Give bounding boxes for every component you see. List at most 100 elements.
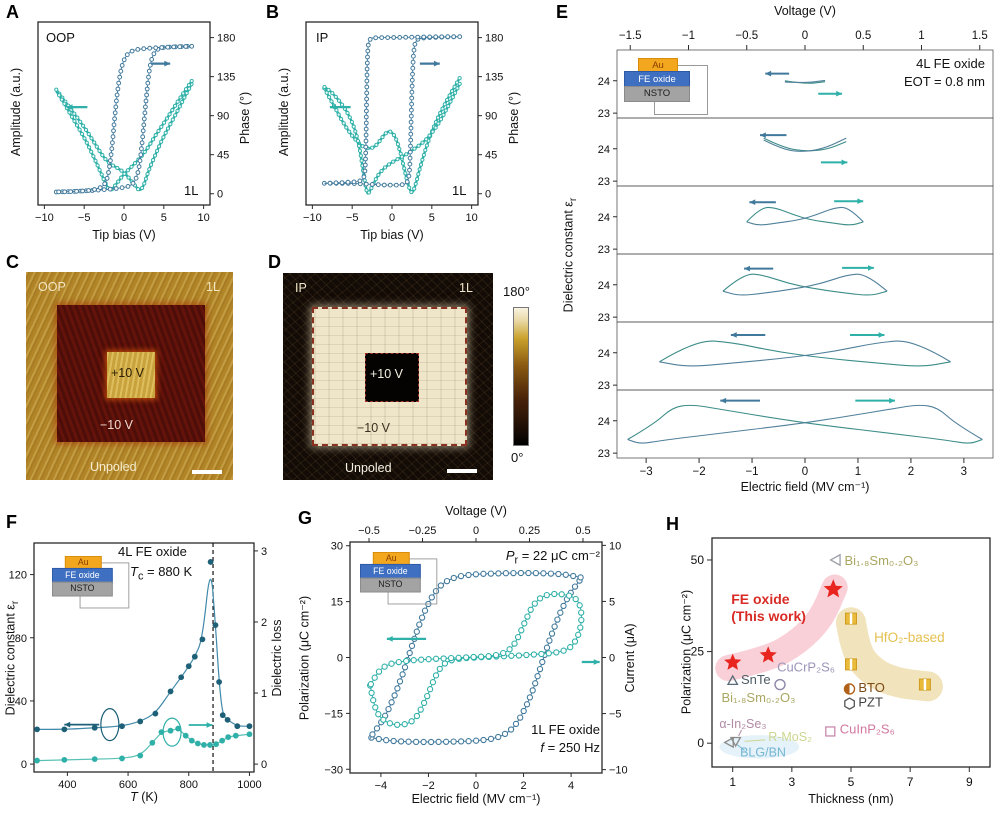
svg-text:0.5: 0.5 bbox=[855, 30, 871, 42]
svg-text:0: 0 bbox=[802, 466, 808, 478]
star-marker bbox=[823, 579, 843, 598]
panel-b-ylabel-right: Phase (°) bbox=[507, 91, 521, 145]
svg-text:−10: −10 bbox=[303, 212, 322, 224]
panel-g-chart: −4 −2 0 2 4 −0.5 −0.25 0 0.25 0.5 −30 −15 0 15 30 −10 −5… bbox=[324, 525, 627, 792]
svg-text:0: 0 bbox=[473, 780, 479, 792]
dielectric-loop bbox=[746, 206, 864, 226]
dielectric-loop bbox=[784, 79, 826, 84]
panel-b-chart: −10 −5 0 5 10 0 45 90 135 180 bbox=[303, 21, 503, 224]
svg-text:−5: −5 bbox=[346, 212, 359, 224]
panel-e-top-xlabel: Voltage (V) bbox=[774, 4, 836, 18]
panel-e-annotation-sample: 4L FE oxide bbox=[916, 56, 985, 71]
panel-c-mode-label: OOP bbox=[38, 280, 66, 294]
svg-text:0: 0 bbox=[121, 212, 127, 224]
svg-text:180: 180 bbox=[217, 33, 235, 45]
svg-text:Bi₁.₈Sm₀.₂O₃: Bi₁.₈Sm₀.₂O₃ bbox=[844, 553, 918, 568]
panel-h-letter: H bbox=[666, 514, 679, 534]
panel-b-ylabel: Amplitude (a.u.) bbox=[277, 67, 291, 157]
panel-g-annotation-freq: f = 250 Hz bbox=[540, 740, 600, 755]
svg-text:0: 0 bbox=[389, 212, 395, 224]
panel-g-letter: G bbox=[298, 508, 313, 528]
svg-text:80: 80 bbox=[15, 633, 27, 645]
blg-bn-highlight bbox=[719, 735, 800, 759]
dielectric-constant-curve bbox=[36, 578, 250, 730]
svg-text:90: 90 bbox=[217, 111, 229, 123]
star-marker bbox=[724, 653, 742, 670]
svg-text:−5: −5 bbox=[609, 709, 622, 721]
svg-text:9: 9 bbox=[966, 775, 973, 789]
svg-text:−1: −1 bbox=[682, 30, 695, 42]
svg-text:10: 10 bbox=[198, 212, 210, 224]
panel-d-mode-label: IP bbox=[295, 281, 307, 295]
panel-f-annotation-sample: 4L FE oxide bbox=[118, 544, 187, 559]
svg-text:1.5: 1.5 bbox=[972, 30, 988, 42]
svg-text:PZT: PZT bbox=[858, 695, 883, 710]
svg-text:40: 40 bbox=[15, 696, 27, 708]
svg-text:0: 0 bbox=[802, 30, 808, 42]
svg-text:−0.5: −0.5 bbox=[358, 525, 380, 537]
svg-text:3: 3 bbox=[261, 546, 267, 558]
panel-b-xlabel: Tip bias (V) bbox=[360, 228, 424, 242]
svg-text:24: 24 bbox=[598, 76, 610, 88]
oop-pfm-image: OOP 1L +10 V −10 V Unpoled bbox=[26, 272, 233, 480]
panel-b: B −10 −5 0 5 10 0 45 90 135 180 IP 1L Amplitude (… bbox=[258, 0, 548, 248]
svg-text:−3: −3 bbox=[640, 466, 653, 478]
svg-text:−1: −1 bbox=[745, 466, 758, 478]
dielectric-loop bbox=[659, 340, 951, 367]
panel-g-top-xlabel: Voltage (V) bbox=[445, 504, 507, 518]
svg-text:24: 24 bbox=[598, 212, 610, 224]
svg-text:30: 30 bbox=[331, 541, 343, 553]
svg-text:1: 1 bbox=[729, 775, 736, 789]
svg-text:CuInP₂S₆: CuInP₂S₆ bbox=[840, 722, 895, 737]
scale-bar bbox=[192, 470, 222, 474]
svg-text:24: 24 bbox=[598, 348, 610, 360]
svg-text:−5: −5 bbox=[78, 212, 91, 224]
svg-text:−1.5: −1.5 bbox=[619, 30, 642, 42]
dielectric-loop bbox=[659, 340, 951, 367]
svg-text:25: 25 bbox=[691, 645, 705, 659]
svg-text:0.25: 0.25 bbox=[519, 525, 540, 537]
dielectric-loop bbox=[722, 273, 888, 296]
panel-h-ylabel: Polarization (μC cm⁻²) bbox=[679, 589, 694, 715]
colorbar-min-label: 0° bbox=[511, 450, 524, 465]
panel-g-ylabel: Polarization (μC cm⁻²) bbox=[297, 595, 312, 721]
panel-c-letter: C bbox=[6, 252, 19, 272]
svg-text:0: 0 bbox=[337, 653, 343, 665]
svg-text:45: 45 bbox=[217, 150, 229, 162]
svg-text:R-MoS₂: R-MoS₂ bbox=[768, 730, 812, 744]
nsto-substrate: NSTO bbox=[52, 581, 113, 597]
panel-g-ylabel-right: Current (μA) bbox=[623, 623, 637, 693]
panel-e-letter: E bbox=[556, 2, 569, 22]
svg-text:0: 0 bbox=[217, 189, 223, 201]
svg-text:0: 0 bbox=[697, 736, 704, 750]
svg-text:5: 5 bbox=[429, 212, 435, 224]
panel-f-ylabel: Dielectric constant εr bbox=[3, 600, 21, 716]
svg-text:180: 180 bbox=[485, 33, 503, 45]
svg-text:1: 1 bbox=[855, 466, 861, 478]
svg-text:CuCrP₂S₆: CuCrP₂S₆ bbox=[777, 659, 835, 674]
svg-text:α-In₂Se₃: α-In₂Se₃ bbox=[719, 717, 766, 731]
svg-text:−4: −4 bbox=[375, 780, 388, 792]
panel-f-ylabel-right: Dielectric loss bbox=[270, 619, 284, 697]
star-marker bbox=[759, 646, 777, 663]
svg-text:23: 23 bbox=[598, 312, 610, 324]
svg-text:3: 3 bbox=[789, 775, 796, 789]
svg-text:23: 23 bbox=[598, 108, 610, 120]
nsto-substrate: NSTO bbox=[360, 577, 421, 593]
panel-d-inner-label: +10 V bbox=[370, 367, 404, 381]
svg-text:HfO₂-based: HfO₂-based bbox=[874, 630, 945, 645]
triangle-left-marker bbox=[829, 553, 841, 567]
panel-e-bottom-xlabel: Electric field (MV cm⁻¹) bbox=[740, 480, 870, 494]
panel-h: H 1 3 5 7 9 0 25 50 FE oxide (This work) Bi₁.₈Sm₀.… bbox=[638, 500, 1000, 813]
fe-oxide-band bbox=[715, 574, 848, 682]
svg-text:15: 15 bbox=[331, 597, 343, 609]
colorbar-max-label: 180° bbox=[503, 284, 530, 299]
svg-text:23: 23 bbox=[598, 176, 610, 188]
panel-b-mode-label: IP bbox=[316, 30, 329, 45]
panel-a-layer-label: 1L bbox=[184, 183, 199, 198]
svg-text:−2: −2 bbox=[693, 466, 706, 478]
svg-text:5: 5 bbox=[609, 596, 615, 608]
amplitude-curve bbox=[323, 83, 461, 195]
svg-text:24: 24 bbox=[598, 144, 610, 156]
phase-colorbar bbox=[513, 307, 529, 446]
